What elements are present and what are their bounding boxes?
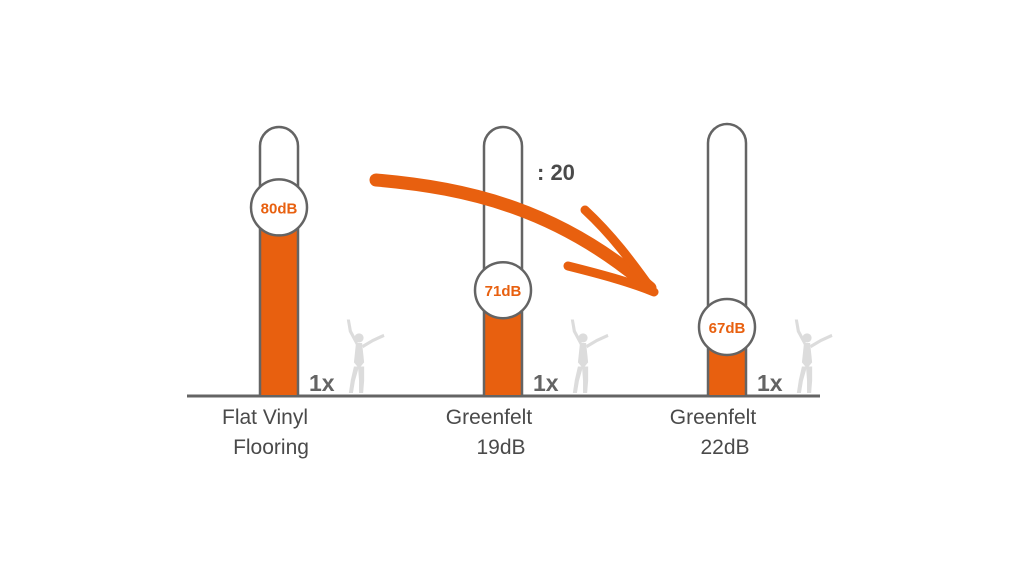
arrow-shaft [369,173,657,295]
value-label: 80dB [261,200,298,217]
value-label: 71dB [485,283,522,300]
arrow-head-upper [580,205,657,295]
bar-tube [482,125,524,395]
arrow-head-lower [563,261,659,297]
dancer-figure-icon [346,319,385,393]
bar-tube [706,122,748,395]
multiplier-label: 1x [309,370,335,396]
category-label: Flooring [233,436,309,459]
bar-tube [258,125,300,395]
value-marker-circle [697,297,757,357]
value-marker-circle [473,260,533,320]
category-label: Flat Vinyl [222,406,308,429]
bar-fill [260,207,298,395]
category-label: Greenfelt [670,406,757,429]
reduction-arrow [369,173,659,297]
multiplier-label: 1x [757,370,783,396]
dancer-figure-icon [794,319,833,393]
reduction-label: : 20 [537,160,575,185]
category-label: 19dB [476,436,525,459]
value-marker-circle [249,178,309,237]
category-label: 22dB [700,436,749,459]
category-label: Greenfelt [446,406,533,429]
multiplier-label: 1x [533,370,559,396]
dancer-figure-icon [570,319,609,393]
value-label: 67dB [709,320,746,337]
